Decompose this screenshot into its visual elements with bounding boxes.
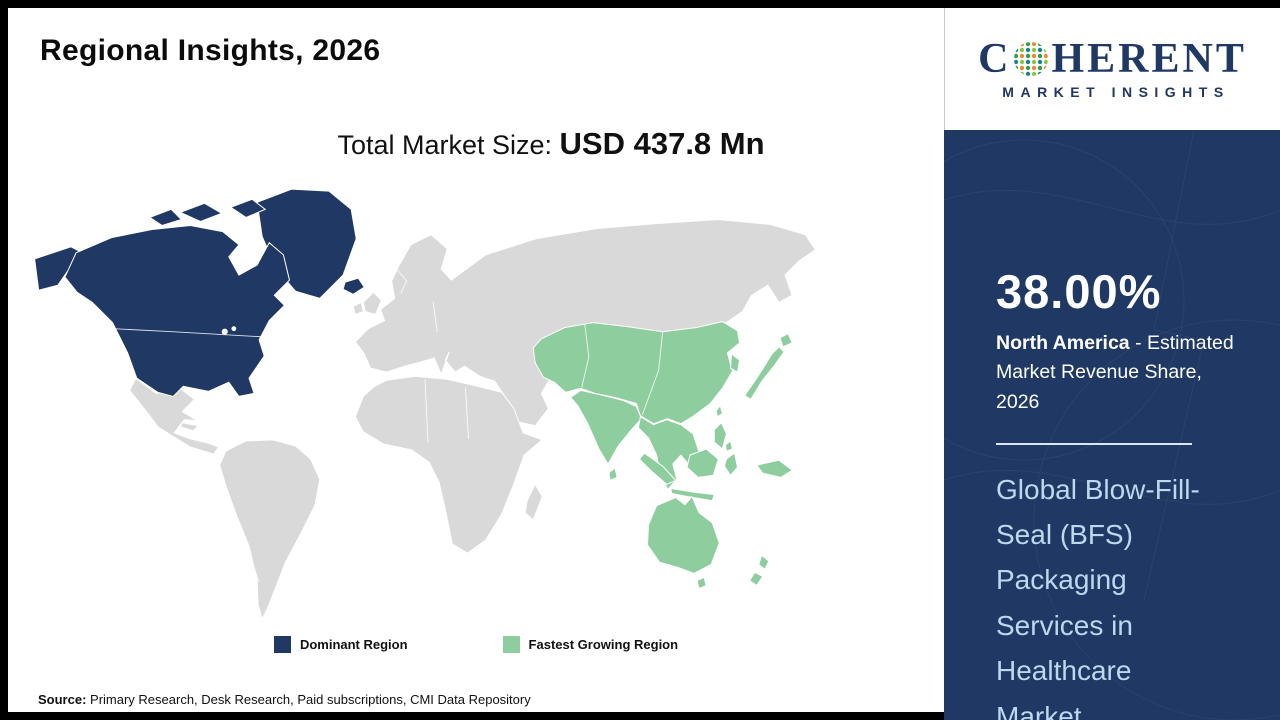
top-border [0,0,1280,8]
logo-subtitle: MARKET INSIGHTS [1002,84,1230,100]
legend-item-fastest-growing: Fastest Growing Region [502,636,679,653]
legend-item-dominant: Dominant Region [273,636,408,653]
logo-letters-rest: HERENT [1051,36,1247,82]
fastest-growing-region-swatch [502,636,520,653]
dominant-region-swatch [273,636,291,653]
logo-letter-c: C [978,36,1012,82]
world-map [30,180,820,625]
page-title: Regional Insights, 2026 [40,34,381,67]
main-content: Regional Insights, 2026 Total Market Siz… [8,8,944,712]
map-region-north-america [34,188,366,397]
total-market-size-label: Total Market Size: [337,130,560,160]
panel-divider [996,442,1192,445]
map-region-asia-pacific [532,321,794,590]
market-share-region: North America [996,332,1130,354]
market-share-desc-text: - Estimated Market Revenue Share, 2026 [996,332,1234,413]
cmi-logo-wordmark: C HERENT [978,38,1247,80]
cmi-logo: C HERENT [944,8,1280,130]
total-market-size-value: USD 437.8 Mn [559,126,765,161]
source-label: Source: [38,692,87,707]
legend: Dominant Region Fastest Growing Region [8,636,944,653]
globe-icon [1013,41,1049,77]
right-panel: C HERENT [944,0,1280,720]
bottom-border [0,712,944,720]
total-market-size: Total Market Size: USD 437.8 Mn [8,126,944,162]
source-line: Source: Primary Research, Desk Research,… [38,692,531,707]
panel-body: 38.00% North America - Estimated Market … [944,130,1280,720]
left-border [0,0,8,720]
source-text: Primary Research, Desk Research, Paid su… [86,692,531,707]
dominant-region-label: Dominant Region [299,637,408,652]
market-share-value: 38.00% [996,265,1162,318]
market-share-description: North America - Estimated Market Revenue… [996,329,1248,417]
report-market-name: Global Blow-Fill-Seal (BFS) Packaging Se… [996,473,1200,720]
world-map-svg [34,188,817,621]
fastest-growing-region-label: Fastest Growing Region [528,637,679,652]
map-land-gray [129,218,817,621]
